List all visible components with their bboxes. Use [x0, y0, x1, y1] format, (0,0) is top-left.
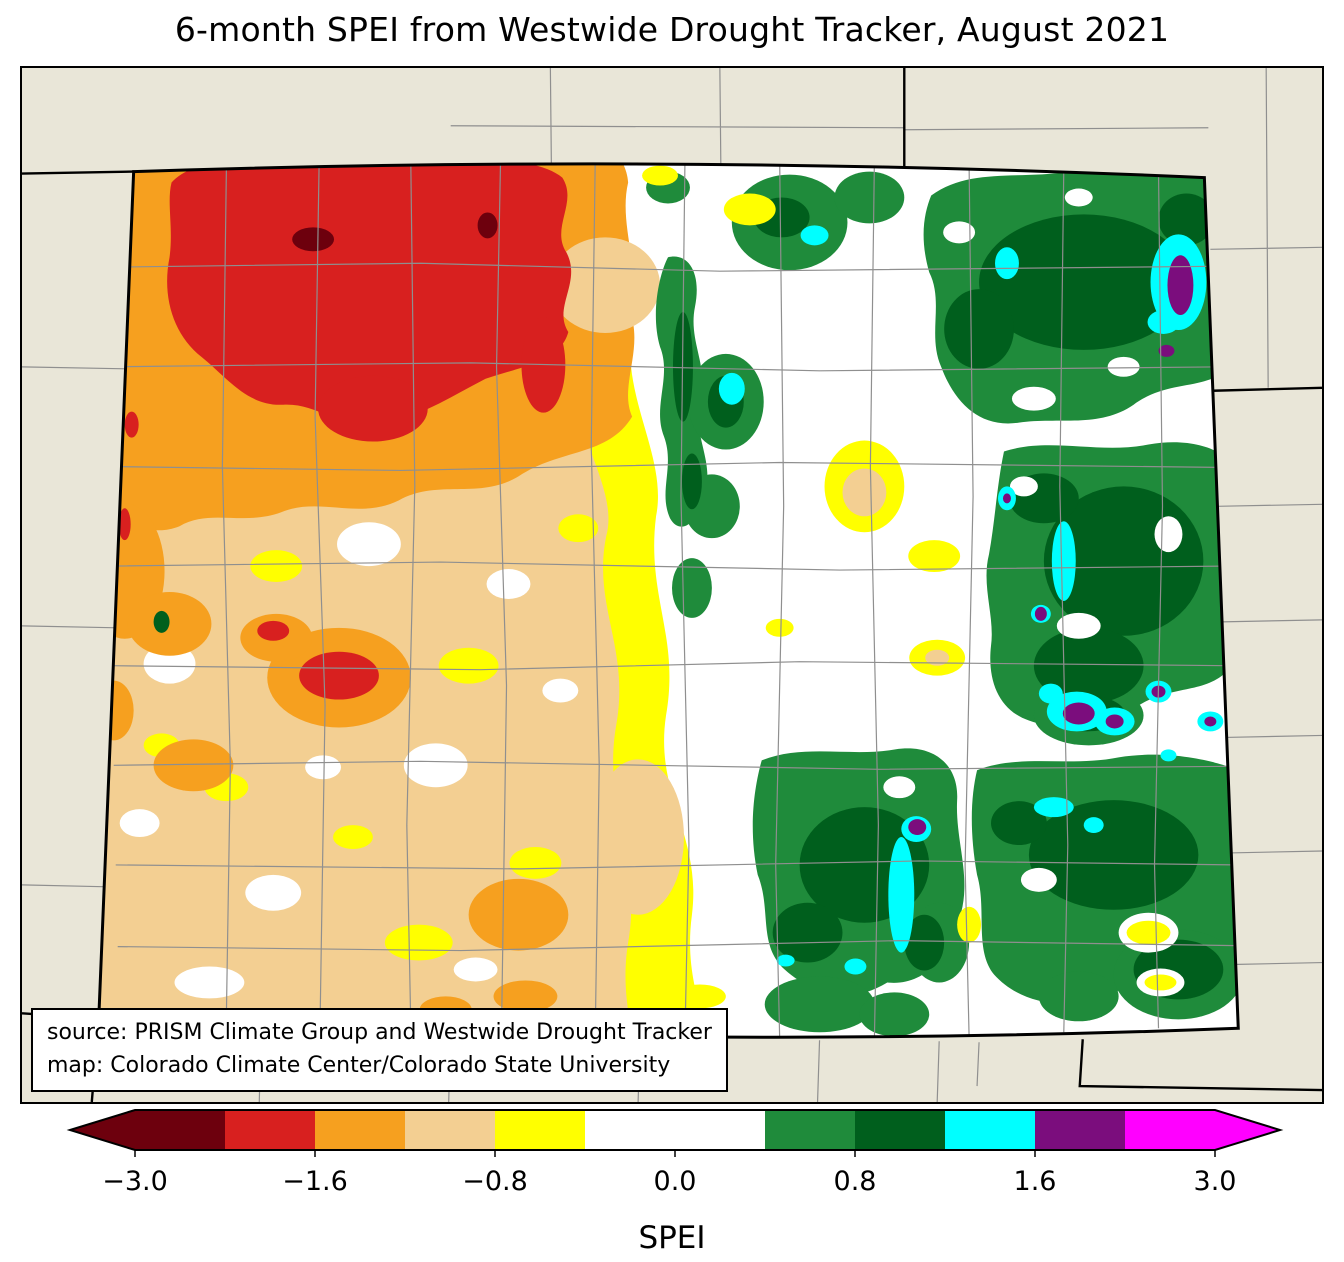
- colorbar-segment: [765, 1110, 855, 1150]
- map-axes: source: PRISM Climate Group and Westwide…: [20, 66, 1324, 1104]
- colorbar-segment: [495, 1110, 585, 1150]
- colorbar-tick-label: 3.0: [1194, 1166, 1237, 1197]
- source-line: source: PRISM Climate Group and Westwide…: [47, 1020, 712, 1045]
- colorbar-segment: [135, 1110, 225, 1150]
- colorbar-segments: [70, 1110, 1280, 1150]
- spei-layer-maroon: [292, 212, 498, 252]
- spei-tan-patch-north: [550, 237, 661, 333]
- colorbar-tick-label: 0.8: [834, 1166, 877, 1197]
- colorbar-segment: [225, 1110, 315, 1150]
- colorbar-tick-label: 0.0: [654, 1166, 697, 1197]
- county-borders: [101, 163, 1237, 1038]
- colorbar-segment: [1035, 1110, 1125, 1150]
- map-credit-line: map: Colorado Climate Center/Colorado St…: [47, 1053, 671, 1078]
- colorbar-tick-label: 1.6: [1014, 1166, 1057, 1197]
- colorado-spei-map: [22, 68, 1322, 1102]
- colorbar-segment: [945, 1110, 1035, 1150]
- source-box: source: PRISM Climate Group and Westwide…: [31, 1008, 728, 1092]
- spei-contours: [98, 163, 1239, 1038]
- colorbar-tick-marks: [134, 1150, 1216, 1157]
- spei-layer-cyan: [718, 225, 1224, 975]
- colorbar-segment: [585, 1110, 765, 1150]
- colorbar-tick-label: −3.0: [102, 1166, 168, 1197]
- figure-title: 6-month SPEI from Westwide Drought Track…: [174, 10, 1170, 49]
- colorbar-tick-label: −1.6: [282, 1166, 348, 1197]
- colorbar-segment: [405, 1110, 495, 1150]
- colorbar-over-arrow: [1215, 1110, 1280, 1150]
- colorbar: −3.0 −1.6 −0.8 0.0 0.8 1.6 3.0 SPEI: [66, 1109, 1284, 1256]
- colorbar-segment: [1125, 1110, 1215, 1150]
- spei-yellow-spots-west: [143, 514, 599, 961]
- colorbar-tick-label: −0.8: [462, 1166, 528, 1197]
- colorbar-under-arrow: [70, 1110, 135, 1150]
- spei-tan-cores-east: [842, 468, 950, 666]
- colorbar-tick-labels: −3.0 −1.6 −0.8 0.0 0.8 1.6 3.0: [102, 1166, 1236, 1197]
- colorbar-segment: [315, 1110, 405, 1150]
- colorbar-segment: [855, 1110, 945, 1150]
- colorbar-axis-label: SPEI: [638, 1220, 705, 1256]
- spei-layer-purple: [908, 255, 1217, 836]
